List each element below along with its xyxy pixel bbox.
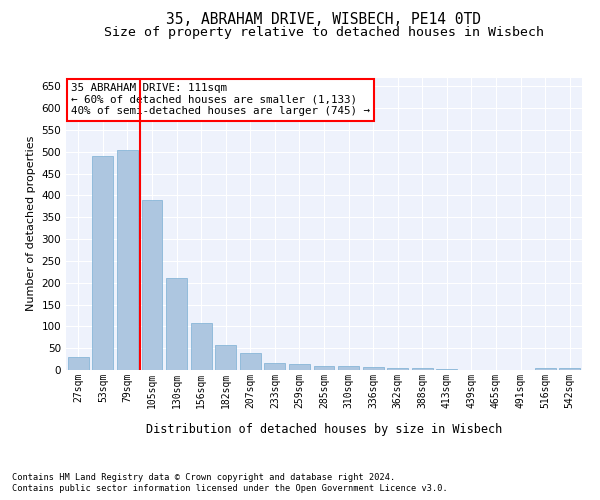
Text: 35 ABRAHAM DRIVE: 111sqm
← 60% of detached houses are smaller (1,133)
40% of sem: 35 ABRAHAM DRIVE: 111sqm ← 60% of detach…	[71, 83, 370, 116]
Text: Contains public sector information licensed under the Open Government Licence v3: Contains public sector information licen…	[12, 484, 448, 493]
Bar	[314, 366, 334, 370]
Bar	[362, 366, 383, 370]
Bar	[412, 368, 433, 370]
Bar	[68, 357, 89, 370]
Bar	[387, 368, 408, 370]
Bar	[142, 200, 163, 370]
Bar	[92, 156, 113, 370]
Text: 35, ABRAHAM DRIVE, WISBECH, PE14 0TD: 35, ABRAHAM DRIVE, WISBECH, PE14 0TD	[167, 12, 482, 28]
Bar	[289, 364, 310, 370]
Bar	[240, 352, 261, 370]
Bar	[338, 366, 359, 370]
Text: Contains HM Land Registry data © Crown copyright and database right 2024.: Contains HM Land Registry data © Crown c…	[12, 472, 395, 482]
Bar	[559, 368, 580, 370]
Bar	[117, 150, 138, 370]
Bar	[436, 368, 457, 370]
Bar	[215, 344, 236, 370]
Bar	[191, 323, 212, 370]
Bar	[265, 362, 286, 370]
Text: Distribution of detached houses by size in Wisbech: Distribution of detached houses by size …	[146, 422, 502, 436]
Text: Size of property relative to detached houses in Wisbech: Size of property relative to detached ho…	[104, 26, 544, 39]
Y-axis label: Number of detached properties: Number of detached properties	[26, 136, 36, 312]
Bar	[166, 278, 187, 370]
Bar	[535, 368, 556, 370]
